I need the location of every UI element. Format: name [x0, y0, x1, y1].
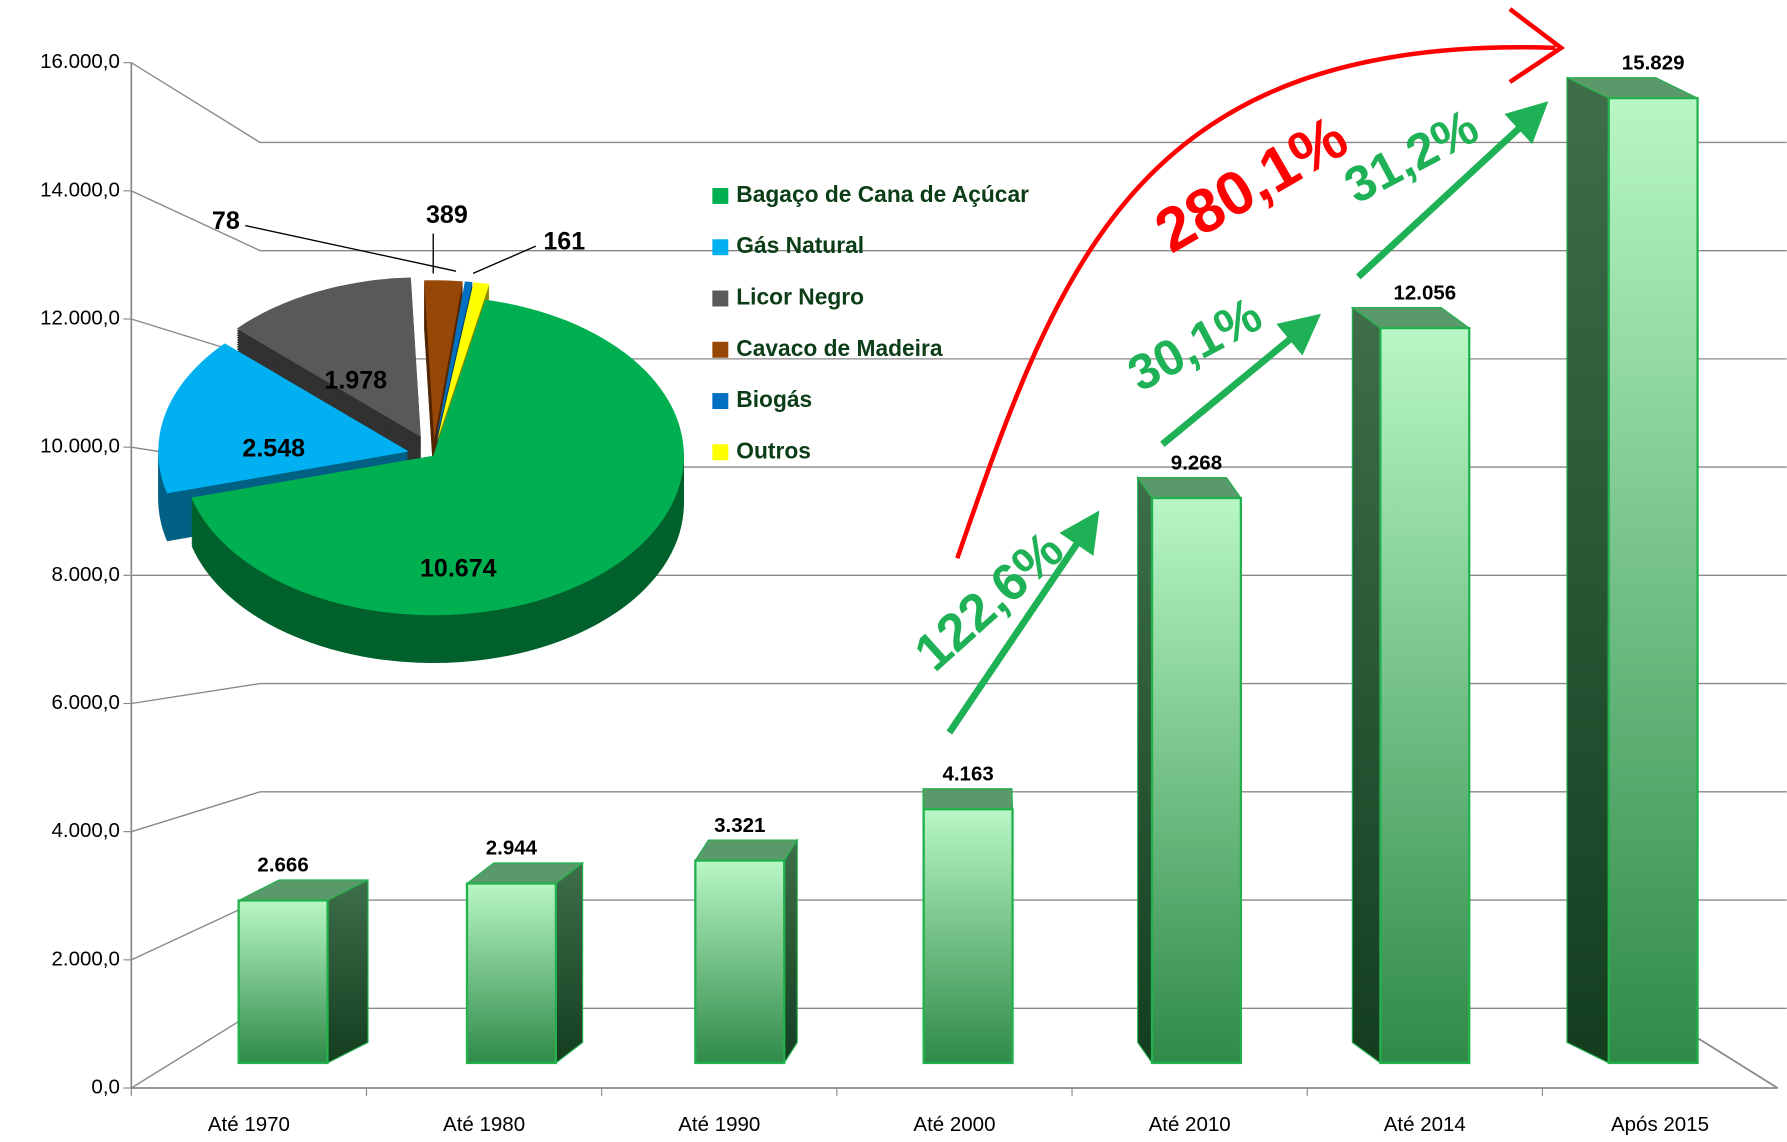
bar: [1379, 326, 1471, 1065]
bar-side: [326, 879, 369, 1064]
x-tick-label: Após 2015: [1611, 1113, 1709, 1136]
legend-swatch: [712, 187, 729, 204]
grid-line: [131, 682, 1787, 705]
pie-side: [436, 285, 473, 445]
data-label: 3.321: [714, 814, 765, 837]
x-tick-label: Até 2000: [913, 1113, 995, 1136]
pie-slice: [436, 281, 473, 440]
arrow-head: [1508, 7, 1566, 84]
pie-side: [437, 284, 490, 443]
legend-label: Cavaco de Madeira: [736, 335, 943, 361]
bar: [237, 899, 329, 1065]
bar: [1607, 97, 1699, 1065]
bar-side: [783, 838, 798, 1065]
y-tick-label: 4.000,0: [52, 819, 120, 842]
annotation: 30,1%: [1119, 286, 1271, 402]
bar-side: [1137, 475, 1153, 1065]
pie-slice: [437, 282, 490, 441]
data-label: 12.056: [1393, 281, 1456, 304]
data-label: 9.268: [1171, 451, 1222, 474]
arrow: [955, 44, 1556, 559]
pie-slice: [236, 277, 421, 437]
x-tick-label: Até 1980: [443, 1113, 525, 1136]
bar: [1150, 496, 1243, 1065]
grid-line: [131, 190, 1787, 252]
legend-swatch: [712, 290, 729, 307]
legend-label: Outros: [736, 437, 811, 463]
annotation: 31,2%: [1335, 98, 1487, 214]
bar-top: [1136, 476, 1242, 499]
pie-slice: [424, 280, 463, 440]
annotation: 122,6%: [904, 520, 1075, 682]
leader-line: [245, 224, 457, 272]
y-tick-label: 12.000,0: [40, 306, 120, 329]
pie-slice: [191, 299, 684, 616]
data-label: 161: [543, 227, 585, 255]
data-label: 10.674: [420, 554, 497, 582]
y-tick-label: 6.000,0: [52, 691, 120, 714]
data-label: 1.978: [324, 366, 387, 394]
pie-side: [436, 283, 473, 443]
data-label: 2.548: [242, 435, 305, 463]
data-label: 2.666: [257, 854, 308, 877]
legend-label: Licor Negro: [736, 284, 864, 310]
legend-label: Bagaço de Cana de Açúcar: [736, 181, 1029, 207]
grid-line: [130, 62, 1787, 144]
arrow: [1160, 313, 1322, 447]
legend-label: Gás Natural: [736, 232, 864, 258]
bar-side: [1566, 76, 1610, 1064]
leader-line: [472, 245, 537, 275]
arrow: [946, 510, 1100, 735]
y-tick-label: 2.000,0: [52, 947, 120, 970]
data-label: 2.944: [486, 837, 538, 860]
bar: [465, 882, 558, 1065]
y-tick-label: 8.000,0: [52, 563, 120, 586]
pie-slice: [158, 343, 409, 494]
y-tick-label: 0,0: [91, 1075, 120, 1098]
x-tick-label: Até 1990: [678, 1113, 760, 1136]
y-tick-label: 16.000,0: [40, 50, 120, 73]
bar: [694, 859, 786, 1065]
annotation: 280,1%: [1144, 102, 1359, 266]
bar-side: [555, 861, 584, 1065]
grid-line: [131, 791, 1787, 833]
data-label: 4.163: [942, 762, 993, 785]
bar-side: [1351, 306, 1381, 1065]
legend-swatch: [712, 444, 729, 461]
y-tick-label: 14.000,0: [40, 178, 120, 201]
x-tick-label: Até 1970: [208, 1113, 290, 1136]
arrow: [1356, 101, 1549, 280]
legend-swatch: [712, 341, 729, 358]
legend-label: Biogás: [736, 386, 812, 412]
pie: [158, 277, 684, 664]
data-label: 15.829: [1622, 51, 1685, 74]
bar-top: [694, 839, 799, 862]
legend-swatch: [712, 393, 729, 410]
x-tick-label: Até 2010: [1149, 1113, 1231, 1136]
y-tick-label: 10.000,0: [40, 435, 120, 458]
data-label: 78: [212, 207, 240, 235]
data-label: 389: [426, 201, 468, 229]
bar-top: [922, 788, 1014, 810]
x-tick-label: Até 2014: [1384, 1113, 1466, 1136]
bar: [922, 808, 1014, 1065]
legend-swatch: [712, 239, 729, 256]
